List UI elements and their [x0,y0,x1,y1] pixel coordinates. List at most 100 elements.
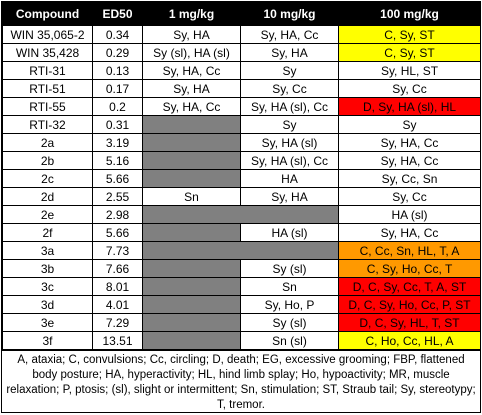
ed50-cell: 7.66 [92,259,143,278]
header-100mgkg: 100 mg/kg [338,2,481,26]
table-row: 3d 4.01 Sy, Ho, P D, C, Sy, Ho, Cc, P, S… [2,295,481,314]
dose10-cell: Sy (sl) [240,259,339,278]
dose10-cell: HA [240,169,339,188]
dose1-cell: Sn [142,187,241,206]
dose-effect-table: Compound ED50 1 mg/kg 10 mg/kg 100 mg/kg… [2,2,481,350]
table-row: 2a 3.19 Sy, HA (sl) Sy, HA, Cc [2,133,481,152]
compound-cell: 2e [2,205,93,224]
header-1mgkg: 1 mg/kg [142,2,241,26]
dose1-cell-untested [142,115,241,134]
dose10-cell: Sn (sl) [240,331,339,350]
dose100-cell: Sy, HA, Cc [338,223,481,242]
compound-cell: 2b [2,151,93,170]
ed50-cell: 5.66 [92,169,143,188]
dose1-10-cell-untested [142,241,339,260]
dose100-cell: C, Cc, Sn, HL, T, A [338,241,481,260]
dose1-10-cell-untested [142,205,339,224]
dose100-cell: Sy, Cc, Sn [338,169,481,188]
dose10-cell: Sy, HA (sl), Cc [240,151,339,170]
ed50-cell: 0.34 [92,25,143,44]
dose10-cell: Sy, HA (sl) [240,133,339,152]
dose10-cell: Sy, HA (sl), Cc [240,97,339,116]
table-row: WIN 35,428 0.29 Sy (sl), HA (sl) Sy, HA … [2,43,481,62]
ed50-cell: 5.66 [92,223,143,242]
dose100-cell: Sy, HA, Cc [338,151,481,170]
table-row: 3c 8.01 Sn D, C, Sy, Cc, T, A, ST [2,277,481,296]
dose1-cell-untested [142,151,241,170]
dose1-cell-untested [142,277,241,296]
ed50-cell: 0.2 [92,97,143,116]
dose1-cell-untested [142,295,241,314]
compound-cell: 3f [2,331,93,350]
dose10-cell: HA (sl) [240,223,339,242]
table-row: RTI-55 0.2 Sy, HA, Cc Sy, HA (sl), Cc D,… [2,97,481,116]
dose100-cell: HA (sl) [338,205,481,224]
table-row: 2e 2.98 HA (sl) [2,205,481,224]
dose1-cell-untested [142,223,241,242]
dose100-cell: Sy [338,115,481,134]
ed50-cell: 7.29 [92,313,143,332]
dose1-cell-untested [142,259,241,278]
compound-cell: WIN 35,065-2 [2,25,93,44]
ed50-cell: 7.73 [92,241,143,260]
ed50-cell: 0.13 [92,61,143,80]
table-row: 3e 7.29 Sy (sl) D, C, Sy, HL, T, ST [2,313,481,332]
dose10-cell: Sy, HA [240,43,339,62]
ed50-cell: 8.01 [92,277,143,296]
dose10-cell: Sy [240,115,339,134]
dose100-cell: C, Sy, Ho, Cc, T [338,259,481,278]
compound-cell: RTI-32 [2,115,93,134]
dose10-cell: Sn [240,277,339,296]
dose10-cell: Sy, Cc [240,79,339,98]
table-row: RTI-31 0.13 Sy, HA, Cc Sy Sy, HL, ST [2,61,481,80]
dose100-cell: Sy, HL, ST [338,61,481,80]
dose1-cell: Sy, HA [142,25,241,44]
dose1-cell-untested [142,313,241,332]
ed50-cell: 5.16 [92,151,143,170]
dose100-cell: Sy, Cc [338,187,481,206]
ed50-cell: 4.01 [92,295,143,314]
header-ed50: ED50 [92,2,143,26]
dose10-cell: Sy, HA, Cc [240,25,339,44]
table-row: 2c 5.66 HA Sy, Cc, Sn [2,169,481,188]
compound-cell: 3a [2,241,93,260]
table-row: RTI-51 0.17 Sy, HA Sy, Cc Sy, Cc [2,79,481,98]
ed50-cell: 0.29 [92,43,143,62]
dose100-cell: D, C, Sy, Cc, T, A, ST [338,277,481,296]
dose100-cell: C, Sy, ST [338,43,481,62]
compound-cell: 2f [2,223,93,242]
dose1-cell-untested [142,331,241,350]
dose100-cell: C, Ho, Cc, HL, A [338,331,481,350]
ed50-cell: 13.51 [92,331,143,350]
compound-cell: 2c [2,169,93,188]
compound-cell: 2d [2,187,93,206]
ed50-cell: 0.17 [92,79,143,98]
table-row: 2f 5.66 HA (sl) Sy, HA, Cc [2,223,481,242]
compound-cell: 3b [2,259,93,278]
compound-cell: 3c [2,277,93,296]
table-row: RTI-32 0.31 Sy Sy [2,115,481,134]
table-row: 2d 2.55 Sn Sy, HA Sy, Cc [2,187,481,206]
dose100-cell: Sy, Cc [338,79,481,98]
compound-cell: WIN 35,428 [2,43,93,62]
ed50-cell: 2.55 [92,187,143,206]
table-row: WIN 35,065-2 0.34 Sy, HA Sy, HA, Cc C, S… [2,25,481,44]
ed50-cell: 3.19 [92,133,143,152]
dose1-cell: Sy, HA, Cc [142,61,241,80]
dose1-cell: Sy, HA, Cc [142,97,241,116]
compound-cell: 3e [2,313,93,332]
dose10-cell: Sy, Ho, P [240,295,339,314]
header-10mgkg: 10 mg/kg [240,2,339,26]
ed50-cell: 0.31 [92,115,143,134]
dose1-cell-untested [142,169,241,188]
compound-cell: RTI-55 [2,97,93,116]
table-row: 3f 13.51 Sn (sl) C, Ho, Cc, HL, A [2,331,481,350]
dose1-cell: Sy, HA [142,79,241,98]
dose100-cell: D, C, Sy, HL, T, ST [338,313,481,332]
compound-cell: 2a [2,133,93,152]
ed50-cell: 2.98 [92,205,143,224]
dose100-cell: C, Sy, ST [338,25,481,44]
dose10-cell: Sy (sl) [240,313,339,332]
compound-cell: 3d [2,295,93,314]
